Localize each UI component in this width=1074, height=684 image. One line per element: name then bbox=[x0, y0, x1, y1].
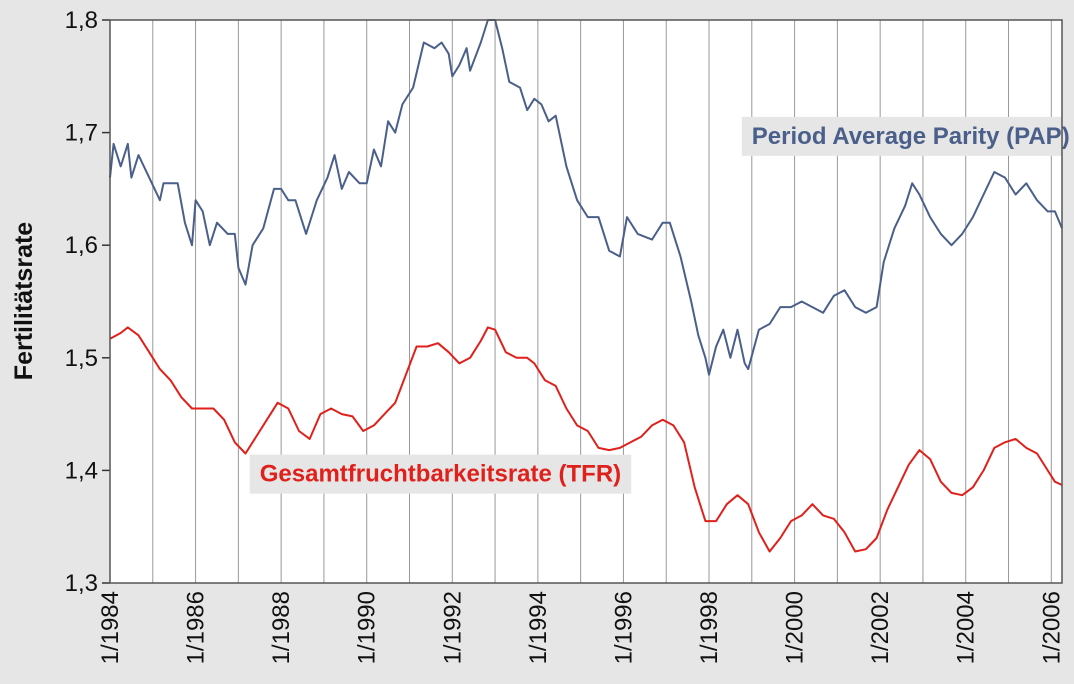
series-label-pap: Period Average Parity (PAP) bbox=[741, 116, 1074, 156]
x-tick-label: 1/2000 bbox=[782, 591, 809, 664]
series-label-text: Period Average Parity (PAP) bbox=[752, 123, 1070, 150]
series-label-text: Gesamtfruchtbarkeitsrate (TFR) bbox=[260, 461, 621, 488]
x-tick-label: 1/1988 bbox=[268, 591, 295, 664]
y-tick-label: 1,4 bbox=[65, 457, 98, 484]
plot-border bbox=[109, 19, 1063, 584]
series-line-pap bbox=[109, 19, 1063, 376]
plot-area bbox=[110, 20, 1062, 583]
y-tick-label: 1,5 bbox=[65, 345, 98, 372]
x-tick-label: 1/1996 bbox=[610, 591, 637, 664]
x-tick-label: 1/1994 bbox=[525, 591, 552, 664]
x-tick-label: 1/2006 bbox=[1038, 591, 1065, 664]
x-tick-label: 1/1990 bbox=[354, 591, 381, 664]
y-tick-label: 1,6 bbox=[65, 232, 98, 259]
x-tick-label: 1/1992 bbox=[439, 591, 466, 664]
y-tick-label: 1,8 bbox=[65, 7, 98, 34]
series-line-tfr bbox=[109, 326, 1063, 553]
series-label-background bbox=[741, 116, 1074, 156]
y-axis-title: Fertilitätsrate bbox=[10, 222, 38, 380]
x-tick-label: 1/1986 bbox=[183, 591, 210, 664]
x-tick-label: 1/2002 bbox=[867, 591, 894, 664]
y-tick-label: 1,3 bbox=[65, 570, 98, 597]
series-group bbox=[109, 19, 1063, 553]
grid bbox=[109, 20, 1052, 583]
y-axis: 1,3 1,4 1,5 1,6 1,7 1,8 bbox=[65, 7, 110, 597]
annotations: Period Average Parity (PAP) Gesamtfruchtb… bbox=[249, 116, 1074, 494]
x-tick-label: 1/1984 bbox=[97, 591, 124, 664]
x-tick-label: 1/1998 bbox=[696, 591, 723, 664]
series-label-tfr: Gesamtfruchtbarkeitsrate (TFR) bbox=[249, 454, 632, 494]
x-axis: 1/1984 1/1986 1/1988 1/1990 1/1992 1/1994 1/19… bbox=[97, 591, 1065, 664]
x-tick-label: 1/2004 bbox=[953, 591, 980, 664]
y-tick-label: 1,7 bbox=[65, 120, 98, 147]
series-label-background bbox=[249, 454, 632, 494]
